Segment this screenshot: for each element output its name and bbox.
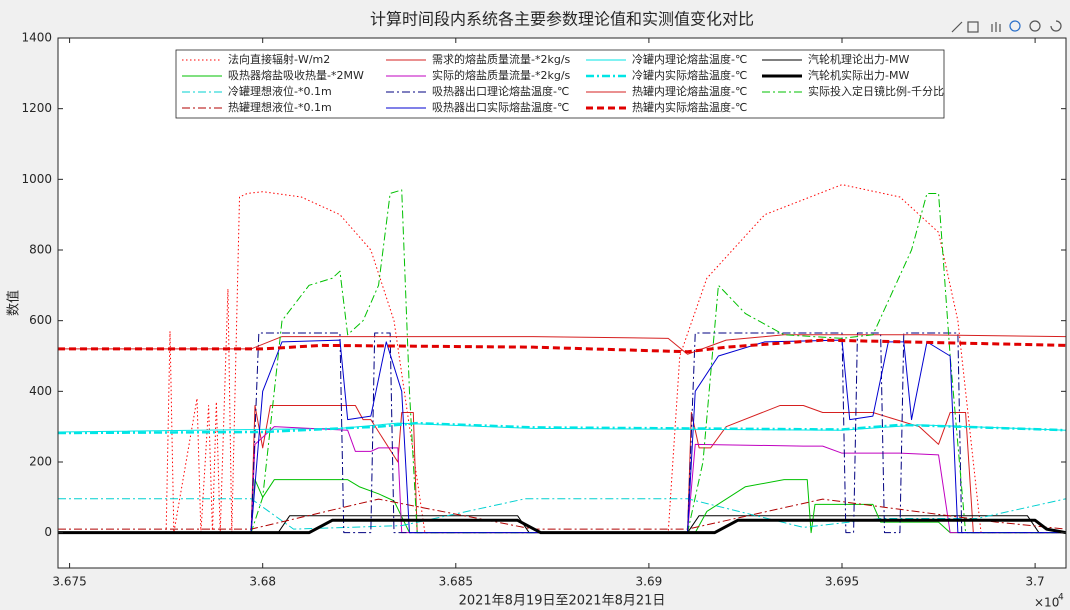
legend-label: 实际投入定日镜比例-千分比 [808,84,944,98]
x-axis-label: 2021年8月19日至2021年8月21日 [459,594,666,609]
series-line [58,421,1066,435]
x-tick-label: 3.7 [1026,575,1045,589]
legend-label: 汽轮机实际出力-MW [808,68,909,82]
legend-label: 冷罐理想液位-*0.1m [228,84,332,98]
x-multiplier-exp: 4 [1058,593,1064,603]
y-tick-label: 800 [29,243,52,257]
y-tick-label: 600 [29,313,52,327]
zoom-out-icon[interactable] [1029,20,1041,32]
axes-box [57,37,1067,569]
legend-label: 吸热器熔盐吸收热量-*2MW [228,68,364,82]
export-icon[interactable] [967,21,979,33]
zoom-in-icon[interactable] [1009,20,1021,32]
toolbar[interactable] [951,20,1062,33]
legend-label: 热罐内理论熔盐温度-℃ [632,84,747,98]
y-tick-label: 400 [29,384,52,398]
series-line [58,332,1066,534]
y-tick-label: 1400 [21,31,52,45]
brush-icon[interactable] [951,21,963,33]
y-tick-label: 1200 [21,101,52,115]
legend-label: 汽轮机理论出力-MW [808,52,909,66]
legend-label: 需求的熔盐质量流量-*2kg/s [432,52,571,66]
chart-title: 计算时间段内系统各主要参数理论值和实测值变化对比 [370,10,754,29]
legend-label: 吸热器出口实际熔盐温度-℃ [432,100,569,114]
legend-label: 冷罐内理论熔盐温度-℃ [632,52,747,66]
series-line [58,404,1066,534]
y-tick-label: 200 [29,455,52,469]
y-tick-label: 1000 [21,172,52,186]
x-tick-label: 3.695 [825,575,859,589]
plot-lines [58,184,1066,535]
series-line [58,479,1066,534]
legend-box [175,49,945,119]
series-line [58,498,1066,530]
series-line [58,498,1066,530]
home-icon[interactable] [1050,20,1062,32]
legend-label: 冷罐内实际熔盐温度-℃ [632,68,747,82]
plot-area [58,38,1066,568]
x-tick-label: 3.675 [52,575,86,589]
series-line [58,339,1066,534]
legend-label: 热罐理想液位-*0.1m [228,100,332,114]
x-multiplier: ×10 [1034,596,1059,610]
series-line [58,518,1066,535]
x-tick-label: 3.685 [439,575,473,589]
legend-label: 法向直接辐射-W/m2 [228,52,330,66]
y-tick-label: 0 [44,525,52,539]
legend: 法向直接辐射-W/m2 需求的熔盐质量流量-*2kg/s 冷罐内理论熔盐温度-℃ 汽轮… [175,49,945,119]
x-tick-label: 3.69 [636,575,663,589]
series-line [58,338,1066,354]
legend-label: 实际的熔盐质量流量-*2kg/s [432,68,571,82]
series-line [58,334,1066,355]
legend-label: 热罐内实际熔盐温度-℃ [632,100,747,114]
y-axis-label: 数值 [6,290,22,316]
x-tick-label: 3.68 [249,575,276,589]
legend-label: 吸热器出口理论熔盐温度-℃ [432,84,569,98]
pan-icon[interactable] [991,22,1001,32]
